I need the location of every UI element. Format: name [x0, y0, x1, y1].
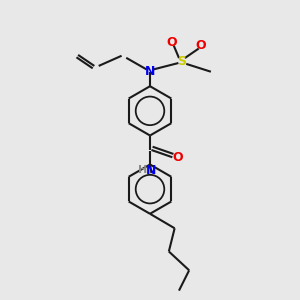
Text: O: O: [173, 151, 183, 164]
Text: N: N: [146, 164, 157, 177]
Text: H: H: [138, 165, 147, 175]
Text: N: N: [145, 65, 155, 78]
Text: S: S: [177, 55, 186, 68]
Text: O: O: [167, 36, 177, 49]
Text: O: O: [195, 39, 206, 52]
